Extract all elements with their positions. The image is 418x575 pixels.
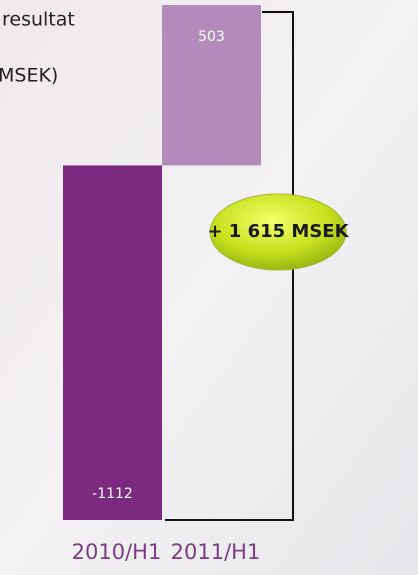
data-label: 503 (198, 29, 225, 45)
page: {"chart_data": {"type": "bar", "title": … (0, 0, 418, 575)
data-label: -1112 (92, 486, 133, 502)
bar (63, 165, 162, 520)
chart-title: MSEK) (0, 65, 58, 87)
chart: resultat MSEK) -1112 2010/H1 503 2011/H1 + … (0, 0, 418, 575)
chart-title: resultat (2, 9, 75, 31)
x-tick-label: 2010/H1 (72, 540, 162, 564)
annotation: + 1 615 MSEK (207, 221, 349, 242)
x-tick-label: 2011/H1 (171, 540, 261, 564)
